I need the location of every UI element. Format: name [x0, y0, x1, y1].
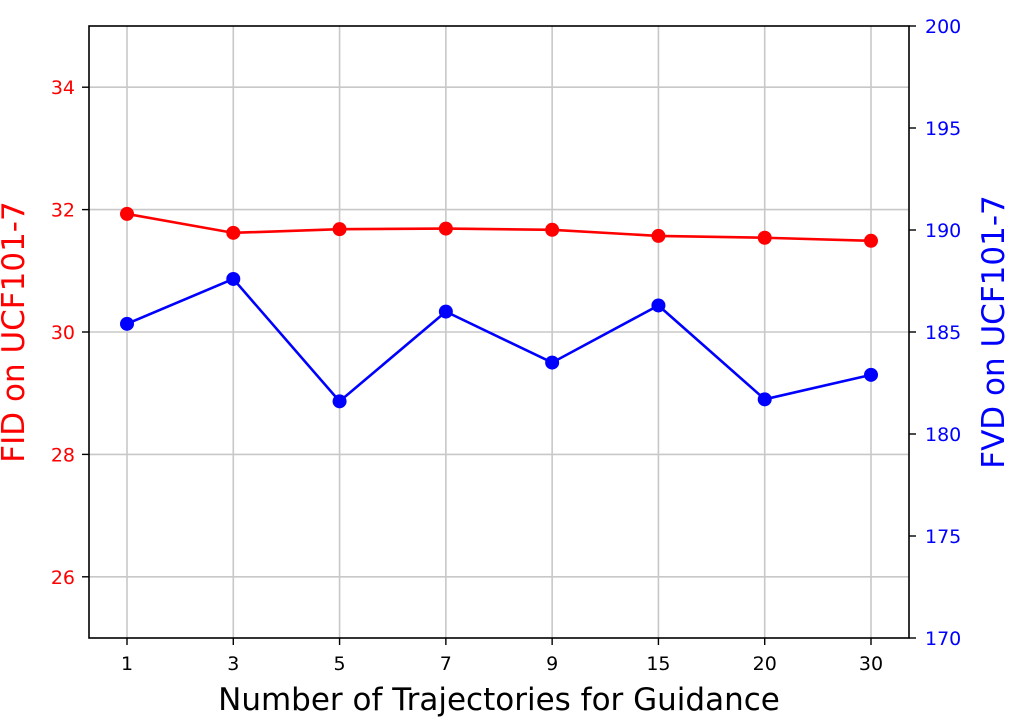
y-right-tick-label: 180 — [925, 424, 961, 446]
series-line-left — [126, 212, 872, 243]
y-left-tick-label: 34 — [51, 77, 75, 99]
data-point-right — [120, 316, 134, 331]
x-axis: 1 3 5 7 9 15 20 30 — [121, 638, 883, 675]
data-point-right — [651, 298, 666, 313]
data-point-left — [226, 225, 241, 240]
y-right-tick-label: 170 — [925, 628, 961, 650]
y-left-tick-label: 30 — [51, 322, 75, 344]
data-point-left — [651, 228, 666, 243]
y-right-tick-label: 185 — [925, 322, 961, 344]
y-axis-left: 26 28 30 32 34 — [51, 77, 89, 589]
x-tick-label: 5 — [334, 653, 346, 675]
data-point-right — [545, 355, 560, 370]
x-tick-label: 20 — [753, 653, 777, 675]
data-point-right — [332, 394, 347, 409]
y-right-tick-label: 175 — [925, 526, 961, 548]
data-point-left — [332, 222, 347, 237]
data-point-right — [226, 271, 241, 286]
x-tick-label: 1 — [121, 653, 133, 675]
x-tick-label: 9 — [546, 653, 558, 675]
x-tick-label: 15 — [646, 653, 670, 675]
y-right-tick-label: 195 — [925, 118, 961, 140]
data-point-left — [864, 233, 878, 248]
x-tick-label: 7 — [440, 653, 452, 675]
series-line-right — [126, 277, 872, 404]
y-left-tick-label: 26 — [51, 567, 75, 589]
data-point-left — [545, 222, 560, 237]
data-point-left — [120, 206, 134, 221]
x-tick-label: 30 — [859, 653, 883, 675]
y-axis-right-label: FVD on UCF101-7 — [976, 195, 1012, 468]
x-tick-label: 3 — [227, 653, 239, 675]
y-left-tick-label: 32 — [51, 200, 75, 222]
y-right-tick-label: 200 — [925, 16, 961, 38]
data-point-right — [864, 367, 878, 382]
series-layer — [120, 206, 878, 409]
y-right-tick-label: 190 — [925, 220, 961, 242]
y-axis-right: 170 175 180 185 190 195 200 — [909, 16, 961, 650]
y-left-tick-label: 28 — [51, 444, 75, 466]
data-point-left — [757, 230, 772, 245]
data-point-right — [438, 304, 453, 319]
y-axis-left-label: FID on UCF101-7 — [0, 201, 32, 462]
x-axis-label: Number of Trajectories for Guidance — [218, 682, 780, 718]
data-point-right — [757, 392, 772, 407]
grid — [89, 26, 909, 638]
data-point-left — [438, 221, 453, 236]
